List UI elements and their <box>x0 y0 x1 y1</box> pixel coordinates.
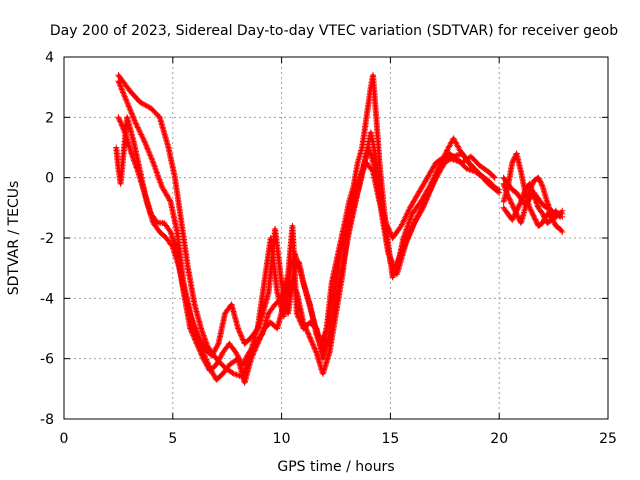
y-tick-label: -4 <box>40 291 54 307</box>
y-tick-label: -8 <box>40 412 54 428</box>
series-track-4 <box>113 114 498 359</box>
data-marks <box>113 72 566 386</box>
x-tick-label: 20 <box>490 431 508 447</box>
series-track-8 <box>500 174 566 217</box>
x-tick-label: 5 <box>168 431 177 447</box>
y-tick-label: -2 <box>40 231 54 247</box>
y-tick-label: 4 <box>45 50 54 66</box>
x-tick-label: 25 <box>599 431 617 447</box>
x-tick-label: 15 <box>381 431 399 447</box>
axis-ticks: 0 5 10 15 20 25 -8 -6 -4 -2 0 2 4 <box>40 50 617 447</box>
chart-title: Day 200 of 2023, Sidereal Day-to-day VTE… <box>50 23 618 39</box>
y-axis-label: SDTVAR / TECUs <box>6 181 22 296</box>
y-tick-label: 0 <box>45 171 54 187</box>
y-tick-label: -6 <box>40 352 54 368</box>
y-tick-label: 2 <box>45 110 54 126</box>
plus-markers <box>113 114 498 359</box>
x-tick-label: 0 <box>60 431 69 447</box>
x-axis-label: GPS time / hours <box>277 459 394 475</box>
plus-markers <box>500 174 566 217</box>
x-tick-label: 10 <box>273 431 291 447</box>
